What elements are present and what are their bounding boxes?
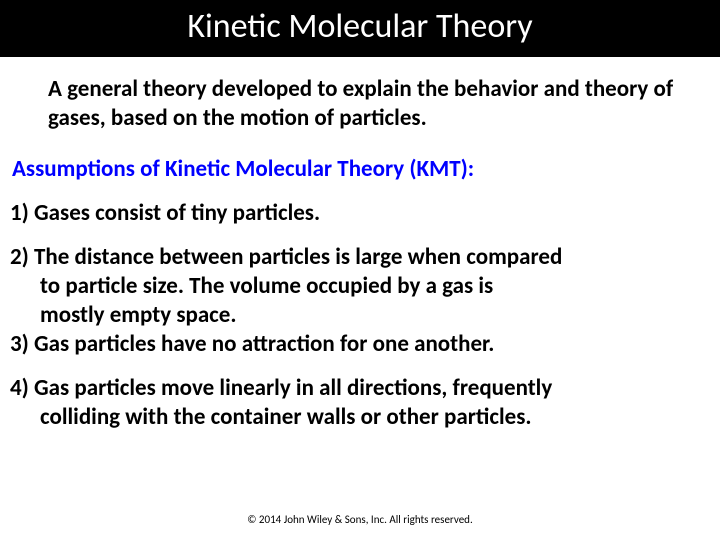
assumptions-heading: Assumptions of Kinetic Molecular Theory … [0, 141, 720, 189]
intro-paragraph: A general theory developed to explain th… [0, 57, 720, 141]
assumption-4-line2: colliding with the container walls or ot… [10, 403, 700, 432]
assumption-4-line1: 4) Gas particles move linearly in all di… [10, 374, 700, 403]
assumption-2-line3: mostly empty space. [10, 301, 700, 330]
assumption-2: 2) The distance between particles is lar… [0, 227, 720, 329]
assumption-2-line1: 2) The distance between particles is lar… [10, 243, 700, 272]
assumption-1-text: 1) Gases consist of tiny particles. [10, 199, 700, 228]
assumption-1: 1) Gases consist of tiny particles. [0, 189, 720, 228]
assumption-2-line2: to particle size. The volume occupied by… [10, 272, 700, 301]
assumption-3: 3) Gas particles have no attraction for … [0, 330, 720, 359]
assumption-4: 4) Gas particles move linearly in all di… [0, 358, 720, 432]
copyright-footer: © 2014 John Wiley & Sons, Inc. All right… [0, 513, 720, 526]
assumption-3-text: 3) Gas particles have no attraction for … [10, 330, 700, 359]
slide-title: Kinetic Molecular Theory [0, 0, 720, 57]
